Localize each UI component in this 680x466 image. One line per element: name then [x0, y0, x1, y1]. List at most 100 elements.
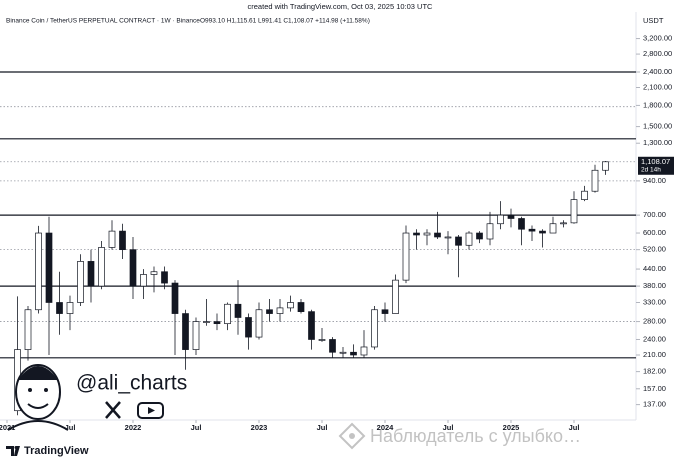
candle-body	[434, 232, 441, 238]
candle-body	[87, 261, 95, 287]
y-tick-label: 137.00	[643, 400, 666, 409]
y-tick-label: 210.00	[643, 350, 666, 359]
candle-body	[140, 274, 147, 287]
candle-body	[129, 249, 137, 287]
plot	[0, 71, 636, 416]
candle-body	[119, 230, 126, 251]
candle-body	[66, 302, 74, 314]
candle-body	[402, 232, 410, 281]
candle-body	[539, 230, 546, 234]
brand-logo	[6, 446, 20, 456]
y-tick-label: 380.00	[643, 281, 666, 290]
countdown: 2d 14h	[641, 166, 661, 173]
y-tick-label: 940.00	[643, 176, 666, 185]
y-tick-label: 1,500.00	[643, 122, 672, 131]
y-tick-label: 440.00	[643, 264, 666, 273]
currency: USDT	[643, 16, 664, 25]
x-tick-label: Jul	[569, 423, 580, 432]
candle-body	[77, 261, 84, 303]
x-tick-label: Jul	[317, 423, 328, 432]
candle-body	[497, 214, 504, 225]
y-tick-label: 240.00	[643, 334, 666, 343]
candle-body	[507, 214, 515, 219]
candle-body	[392, 279, 399, 314]
candle-body	[455, 236, 462, 246]
candle-body	[108, 230, 116, 248]
candle-body	[192, 321, 200, 350]
y-tick-label: 3,200.00	[643, 34, 672, 43]
candle-body	[213, 321, 221, 325]
channel-watermark: Наблюдатель с улыбко…	[370, 426, 581, 446]
candle-body	[255, 309, 263, 338]
y-tick-label: 2,800.00	[643, 49, 672, 58]
y-tick-label: 2,100.00	[643, 82, 672, 91]
candle-body	[161, 271, 168, 284]
candle-body	[329, 339, 336, 353]
candle-body	[35, 232, 42, 311]
brand: TradingView	[24, 445, 89, 457]
candle-body	[560, 222, 567, 225]
y-tick-label: 280.00	[643, 317, 666, 326]
y-tick-label: 700.00	[643, 210, 666, 219]
price-badge-label: 1,108.07	[641, 157, 670, 166]
candle-body	[371, 309, 378, 348]
candle-body	[308, 311, 315, 340]
candle-body	[203, 321, 210, 323]
x-tick-label: 2024	[377, 423, 395, 432]
candle-body	[98, 247, 105, 287]
candle-body	[591, 169, 599, 192]
candle-body	[234, 303, 242, 318]
y-tick-label: 182.00	[643, 367, 666, 376]
candle-body	[56, 302, 63, 314]
x-tick-label: Jul	[191, 423, 202, 432]
channel-logo	[338, 422, 366, 450]
ohlc-text: O993.10 H1,115.61 L991.41 C1,108.07 +114…	[200, 18, 370, 25]
price-badge	[638, 156, 674, 175]
candle-body	[360, 346, 368, 356]
x-tick-label: 2022	[125, 423, 142, 432]
candle-body	[581, 190, 588, 200]
avatar	[7, 364, 69, 431]
y-tick-label: 330.00	[643, 297, 666, 306]
y-tick-label: 1,300.00	[643, 138, 672, 147]
candle-body	[570, 199, 578, 224]
x-tick-label: Jul	[65, 423, 76, 432]
candle-body	[297, 302, 305, 312]
candle-body	[549, 223, 557, 234]
candle-body	[423, 232, 431, 236]
y-tick-label: 2,400.00	[643, 67, 672, 76]
candle-body	[276, 307, 284, 314]
candle-body	[182, 313, 189, 350]
x-tick-label: 2021	[0, 423, 15, 432]
candle-body	[224, 303, 231, 325]
candle-body	[381, 309, 389, 314]
x-tick-label: 2023	[251, 423, 268, 432]
candle-body	[171, 282, 179, 314]
watermark: @ali_charts	[76, 372, 187, 395]
candle-body	[528, 228, 536, 232]
candle-body	[287, 302, 294, 309]
candle-body	[266, 309, 273, 314]
x-tick-label: Jul	[443, 423, 454, 432]
candle-body	[150, 271, 158, 275]
chart-title: Binance Coin / TetherUS PERPETUAL CONTRA…	[6, 18, 200, 25]
candle-body	[476, 232, 483, 240]
y-tick-label: 157.00	[643, 384, 666, 393]
candle-body	[350, 351, 357, 356]
candle-body	[486, 223, 494, 240]
social-icons	[105, 401, 164, 419]
candle-body	[444, 236, 452, 239]
y-tick-label: 600.00	[643, 228, 666, 237]
x-tick-label: 2025	[503, 423, 520, 432]
candle-body	[45, 232, 53, 303]
created-note: created with TradingView.com, Oct 03, 20…	[248, 2, 434, 11]
candle-body	[24, 309, 32, 350]
y-tick-label: 1,800.00	[643, 100, 672, 109]
candle-body	[245, 317, 252, 338]
candle-body	[413, 232, 420, 236]
candle-body	[318, 339, 326, 341]
candle-body	[602, 161, 609, 171]
candle-body	[339, 351, 347, 354]
candle-body	[465, 232, 473, 246]
